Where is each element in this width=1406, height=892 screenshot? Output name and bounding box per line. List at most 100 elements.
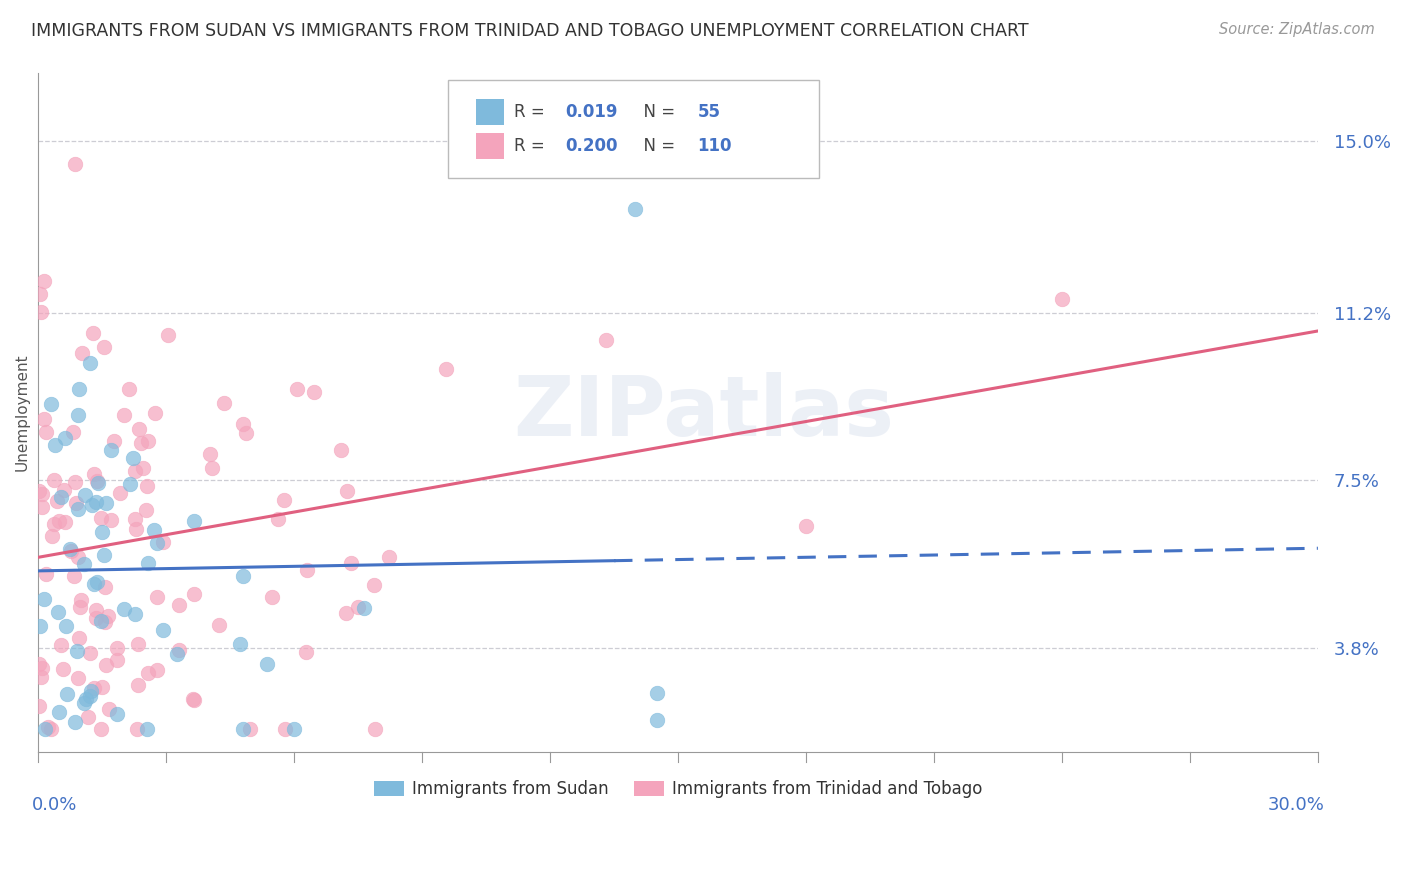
Point [285,382,308,396]
Point [82,326,104,340]
Point [42,516,65,531]
Point [208,617,231,632]
Point [235,425,257,440]
Point [65,496,87,510]
Point [90,525,112,540]
Point [28,698,51,713]
Point [79,690,101,704]
Point [363,578,385,592]
Point [66,502,89,516]
Point [121,450,143,465]
Point [69,600,91,615]
Point [353,601,375,615]
Point [167,642,190,657]
FancyBboxPatch shape [447,79,818,178]
Point [103,434,125,449]
Point [100,513,122,527]
Point [52,483,75,497]
Point [96,658,118,673]
Point [645,686,668,700]
Point [93,580,115,594]
Point [96,496,118,510]
Point [44,438,66,452]
Point [83,681,105,696]
Point [49,491,72,505]
Point [97,609,120,624]
Point [69,593,91,607]
Point [136,434,159,448]
Text: 0.200: 0.200 [565,137,619,155]
Point [30,670,52,684]
Point [229,637,252,651]
Point [32,591,55,606]
Point [145,536,167,550]
Point [67,382,90,396]
Point [31,500,53,514]
Point [212,396,235,410]
Point [27,484,49,499]
Point [100,442,122,457]
Point [267,512,290,526]
Point [232,417,254,431]
Text: 30.0%: 30.0% [1267,796,1324,814]
Point [83,576,105,591]
Point [167,598,190,612]
Point [52,662,75,676]
Point [79,356,101,370]
Point [90,615,112,629]
Text: ZIPatlas: ZIPatlas [513,372,894,453]
Text: 0.0%: 0.0% [32,796,77,814]
Point [232,568,254,582]
Point [142,523,165,537]
Point [41,529,63,543]
Point [201,460,224,475]
Point [67,631,90,645]
Point [63,156,86,170]
Point [232,723,254,737]
Point [364,723,387,737]
Point [118,477,141,491]
Point [273,723,295,737]
Point [131,435,153,450]
Point [70,345,93,359]
Point [127,637,149,651]
Point [112,601,135,615]
Text: R =: R = [515,103,550,121]
Point [35,425,58,440]
Point [39,723,62,737]
Point [30,304,52,318]
Point [183,515,205,529]
Point [80,684,103,698]
Point [62,425,84,439]
Point [336,483,359,498]
Point [283,723,305,737]
Point [105,707,128,722]
Point [28,657,51,671]
Point [55,619,77,633]
Text: IMMIGRANTS FROM SUDAN VS IMMIGRANTS FROM TRINIDAD AND TOBAGO UNEMPLOYMENT CORREL: IMMIGRANTS FROM SUDAN VS IMMIGRANTS FROM… [31,22,1029,40]
Point [125,522,148,536]
Point [624,202,647,216]
Point [66,550,89,565]
Point [65,714,87,729]
Point [48,705,70,719]
Point [112,408,135,422]
Point [67,672,90,686]
Point [84,611,107,625]
Point [128,421,150,435]
Point [143,406,166,420]
Text: 110: 110 [697,137,731,155]
Point [79,646,101,660]
Point [63,475,86,489]
Point [35,566,58,581]
Point [136,666,159,681]
Point [335,606,357,620]
FancyBboxPatch shape [477,134,505,159]
Point [31,487,53,501]
Point [42,474,65,488]
Point [127,678,149,692]
Point [32,412,55,426]
Point [86,474,108,488]
Point [94,615,117,630]
Point [46,493,69,508]
